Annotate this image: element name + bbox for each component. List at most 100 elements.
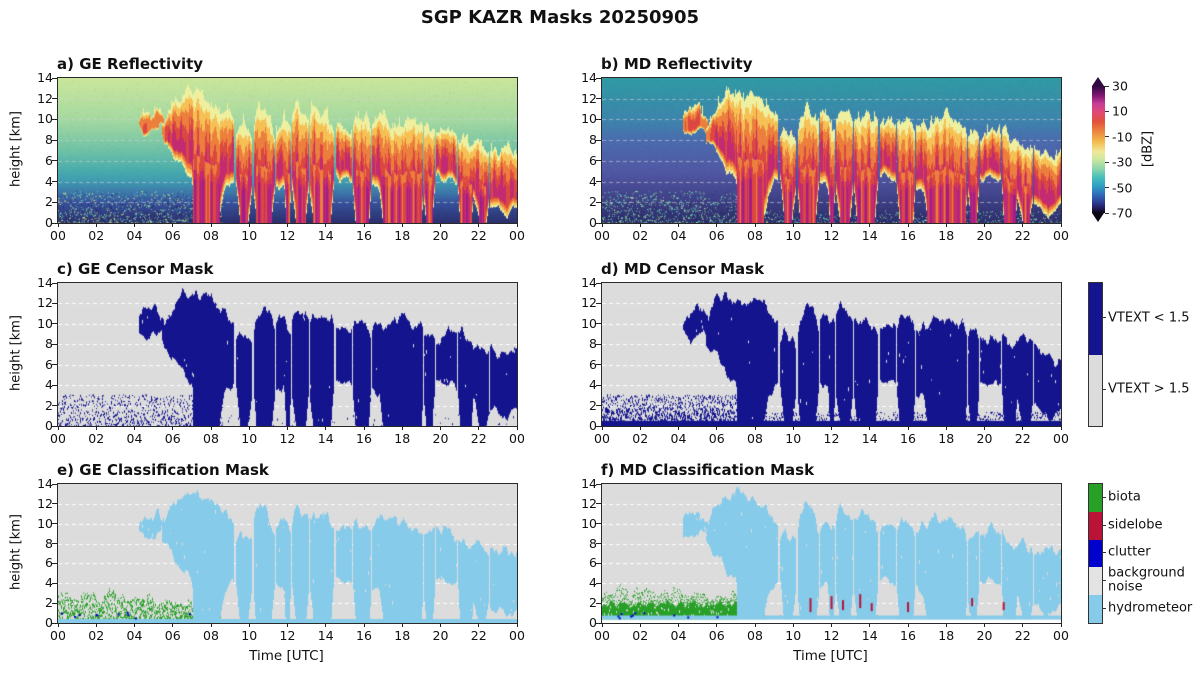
- x-tick-mark: [792, 426, 794, 430]
- x-tick-label: 06: [708, 228, 725, 243]
- x-tick-mark: [287, 623, 288, 627]
- x-tick-label: 20: [976, 431, 993, 446]
- x-tick-mark: [57, 426, 59, 430]
- class-label-background-noise: background noise: [1108, 565, 1185, 594]
- x-tick-mark: [1022, 623, 1024, 627]
- y-tick-label: 4: [45, 173, 53, 189]
- x-tick-label: 22: [470, 628, 487, 643]
- y-tick-label: 12: [37, 495, 53, 511]
- y-tick-mark: [596, 602, 601, 604]
- y-tick-mark: [52, 405, 57, 407]
- y-tick-label: 12: [581, 495, 597, 511]
- x-tick-label: 08: [203, 628, 219, 643]
- x-tick-mark: [287, 426, 288, 430]
- y-tick-mark: [596, 77, 601, 79]
- x-tick-label: 14: [317, 628, 334, 643]
- x-tick-mark: [57, 223, 59, 227]
- x-tick-mark: [478, 623, 480, 627]
- panel-b-plot-area: 00 02 04 06 08 10 12 14 16 18 20 22 00 0 2 4 6 8 10 12 14: [581, 70, 1069, 243]
- x-tick-label: 12: [823, 628, 840, 643]
- y-tick-label: 12: [37, 295, 53, 311]
- panel-f-canvas: [602, 484, 1061, 623]
- y-tick-label: 0: [589, 615, 597, 630]
- x-tick-mark: [639, 623, 641, 627]
- y-tick-label: 8: [589, 132, 597, 148]
- x-tick-label: 00: [1053, 628, 1069, 643]
- x-tick-mark: [57, 623, 59, 627]
- x-tick-label: 04: [126, 431, 143, 446]
- x-tick-label: 08: [203, 228, 219, 243]
- x-tick-label: 04: [126, 628, 143, 643]
- x-tick-mark: [945, 223, 947, 227]
- class-swatch-hydrometeor: [1089, 595, 1102, 623]
- x-tick-mark: [678, 426, 679, 430]
- y-tick-label: 8: [589, 535, 597, 551]
- x-tick-label: 16: [356, 431, 372, 446]
- y-tick-mark: [596, 139, 601, 141]
- panel-d-title: d) MD Censor Mask: [601, 260, 765, 278]
- dbz-tick-label: 30: [1112, 78, 1128, 94]
- y-tick-mark: [52, 364, 57, 366]
- y-tick-mark: [596, 282, 601, 284]
- x-tick-mark: [984, 426, 985, 430]
- x-tick-mark: [401, 223, 403, 227]
- x-tick-mark: [363, 623, 365, 627]
- x-tick-label: 12: [279, 628, 296, 643]
- y-tick-label: 6: [589, 356, 597, 372]
- x-tick-mark: [907, 426, 909, 430]
- x-tick-label: 12: [823, 228, 840, 243]
- x-tick-label: 10: [241, 628, 258, 643]
- y-tick-mark: [52, 543, 57, 545]
- y-tick-mark: [596, 405, 601, 407]
- y-tick-mark: [596, 302, 601, 304]
- x-tick-mark: [716, 223, 718, 227]
- y-axis-label-row2: height [km]: [8, 315, 24, 391]
- panel-f-plot-area: 00 02 04 06 08 10 12 14 16 18 20 22 00 0 2 4 6 8 10 12 14: [581, 476, 1069, 643]
- x-tick-label: 12: [279, 228, 296, 243]
- x-tick-label: 04: [126, 228, 143, 243]
- y-tick-mark: [596, 343, 601, 345]
- y-tick-label: 14: [37, 476, 53, 491]
- y-tick-label: 6: [589, 152, 597, 168]
- y-tick-label: 6: [45, 356, 53, 372]
- y-tick-label: 10: [581, 111, 597, 127]
- x-tick-mark: [248, 623, 250, 627]
- x-tick-mark: [984, 223, 985, 227]
- x-tick-label: 16: [900, 628, 916, 643]
- class-swatch-clutter: [1089, 539, 1102, 568]
- y-tick-mark: [52, 602, 57, 604]
- y-tick-mark: [52, 222, 57, 224]
- class-tick-5: [1102, 608, 1106, 609]
- panel-b-title: b) MD Reflectivity: [601, 55, 753, 73]
- x-tick-mark: [134, 223, 135, 227]
- x-axis-label-right: Time [UTC]: [793, 648, 868, 664]
- class-label-hydrometeor: hydrometeor: [1108, 600, 1193, 616]
- dbz-tick-mark: [1105, 187, 1109, 189]
- y-tick-mark: [52, 282, 57, 284]
- panel-f-title: f) MD Classification Mask: [601, 461, 815, 479]
- y-tick-mark: [52, 139, 57, 141]
- x-tick-mark: [248, 223, 250, 227]
- panel-d-canvas: [602, 283, 1061, 426]
- x-tick-label: 20: [976, 628, 993, 643]
- dbz-colorbar-label: [dBZ]: [1140, 130, 1156, 168]
- x-tick-label: 14: [317, 431, 334, 446]
- x-tick-mark: [907, 623, 909, 627]
- y-tick-label: 6: [589, 555, 597, 571]
- dbz-tick-mark: [1105, 85, 1109, 87]
- y-tick-mark: [596, 364, 601, 366]
- class-label-clutter: clutter: [1108, 544, 1151, 560]
- dbz-tick-label: -10: [1112, 129, 1133, 145]
- x-tick-mark: [792, 223, 794, 227]
- classification-colorbar: [1088, 483, 1103, 624]
- class-label-sidelobe: sidelobe: [1108, 517, 1163, 533]
- class-tick-1: [1102, 497, 1106, 498]
- x-tick-mark: [716, 426, 718, 430]
- y-tick-mark: [596, 98, 601, 100]
- panel-a-canvas: [58, 78, 517, 223]
- y-tick-mark: [596, 425, 601, 427]
- x-tick-label: 08: [203, 431, 219, 446]
- x-tick-mark: [1060, 426, 1062, 430]
- y-tick-label: 2: [45, 397, 53, 413]
- panel-a-title: a) GE Reflectivity: [57, 55, 204, 73]
